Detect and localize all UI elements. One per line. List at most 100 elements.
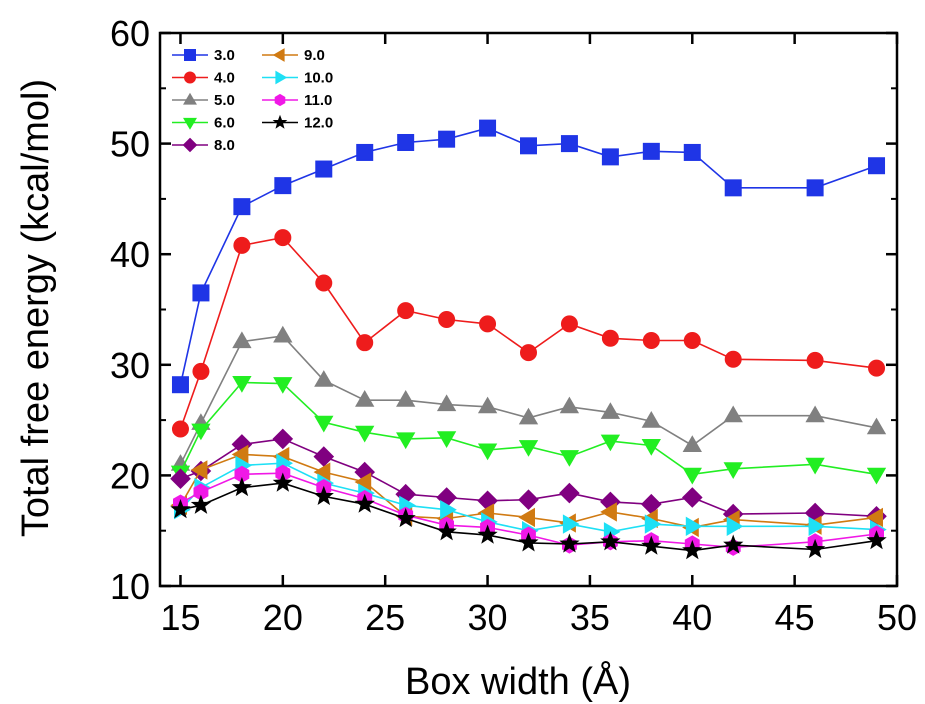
legend-marker: [272, 48, 285, 62]
data-point: [272, 472, 293, 492]
data-point: [806, 351, 824, 369]
x-tick-label: 35: [570, 597, 610, 638]
data-point: [313, 446, 335, 467]
data-point: [273, 325, 293, 343]
plot-axes: 15 20 25 30 35 40 45 50 10 20 30 40 50 60: [110, 13, 917, 638]
data-point: [314, 370, 334, 387]
data-point: [601, 148, 619, 166]
data-point: [518, 532, 539, 552]
data-point: [683, 143, 701, 161]
y-tick-label: 20: [110, 455, 150, 496]
data-point: [397, 302, 415, 320]
data-point: [559, 482, 580, 504]
legend-label: 3.0: [214, 47, 235, 64]
data-point: [682, 539, 703, 560]
data-point: [191, 423, 211, 441]
y-axis-title: Total free energy (kcal/mol): [15, 79, 57, 537]
data-point: [805, 457, 825, 475]
data-point: [559, 450, 580, 467]
data-point: [559, 533, 580, 553]
legend-item: 6.0: [172, 115, 235, 132]
legend-label: 8.0: [214, 137, 235, 154]
data-point: [600, 531, 621, 551]
data-point: [866, 467, 887, 485]
data-point: [808, 516, 826, 536]
y-tick-label: 40: [110, 234, 150, 275]
legend-item: 12.0: [262, 115, 333, 132]
data-point: [314, 415, 334, 433]
legend-item: 5.0: [172, 92, 235, 109]
data-point: [518, 440, 539, 457]
x-tick-label: 40: [672, 597, 712, 638]
data-point: [682, 435, 702, 452]
data-point: [233, 236, 251, 254]
data-point: [171, 420, 189, 438]
data-point: [805, 405, 825, 423]
data-point: [866, 417, 887, 435]
data-point: [723, 462, 743, 479]
legend-item: 8.0: [172, 137, 235, 154]
legend-marker: [184, 71, 196, 84]
data-point: [315, 160, 333, 178]
data-point: [559, 396, 580, 414]
data-point: [272, 428, 294, 450]
data-point: [192, 284, 210, 302]
data-point: [479, 119, 497, 137]
data-point: [355, 425, 375, 443]
legend-marker: [182, 137, 198, 153]
data-point: [440, 500, 457, 520]
x-tick-label: 20: [263, 597, 303, 638]
data-point: [315, 274, 333, 292]
legend-label: 6.0: [214, 115, 235, 132]
legend-label: 12.0: [304, 115, 333, 132]
data-point: [868, 359, 886, 377]
data-point: [600, 502, 617, 522]
legend-marker: [275, 70, 288, 85]
data-point: [436, 394, 457, 412]
data-point: [866, 530, 887, 550]
data-point: [170, 468, 191, 490]
data-point: [436, 521, 457, 541]
data-point: [642, 142, 660, 160]
data-point: [192, 362, 210, 380]
legend-label: 10.0: [304, 70, 333, 87]
data-point: [274, 177, 292, 195]
data-point: [723, 405, 743, 423]
series-5-0: [170, 325, 887, 471]
legend-marker: [274, 93, 286, 107]
data-point: [868, 157, 886, 175]
data-point: [479, 315, 497, 333]
data-point: [171, 376, 189, 394]
data-point: [273, 377, 293, 394]
data-point: [726, 516, 744, 536]
series-6-0: [170, 376, 887, 485]
data-point: [518, 489, 539, 511]
data-point: [641, 439, 661, 456]
series-4-0: [171, 229, 886, 438]
legend-marker: [272, 114, 288, 129]
data-point: [518, 507, 535, 528]
series-12-0: [170, 472, 887, 560]
data-point: [396, 390, 416, 407]
data-point: [518, 407, 539, 425]
data-point: [190, 460, 208, 480]
data-point: [396, 432, 416, 450]
data-point: [560, 135, 578, 153]
y-tick-label: 30: [110, 345, 150, 386]
legend: 3.0 4.0 5.0 6.0 8.0 9.0 10.0 11.0 12.0: [172, 47, 333, 154]
data-point: [562, 514, 580, 534]
y-tick-label: 10: [110, 566, 150, 607]
data-point: [438, 310, 456, 328]
data-point: [683, 331, 701, 349]
data-point: [601, 329, 619, 347]
data-point: [641, 411, 661, 428]
y-tick-label: 50: [110, 124, 150, 165]
legend-marker: [183, 92, 197, 105]
data-point: [641, 535, 662, 555]
data-point: [477, 396, 498, 414]
data-point: [644, 514, 662, 534]
data-point: [356, 143, 374, 161]
x-tick-label: 15: [160, 597, 200, 638]
data-point: [355, 390, 375, 407]
